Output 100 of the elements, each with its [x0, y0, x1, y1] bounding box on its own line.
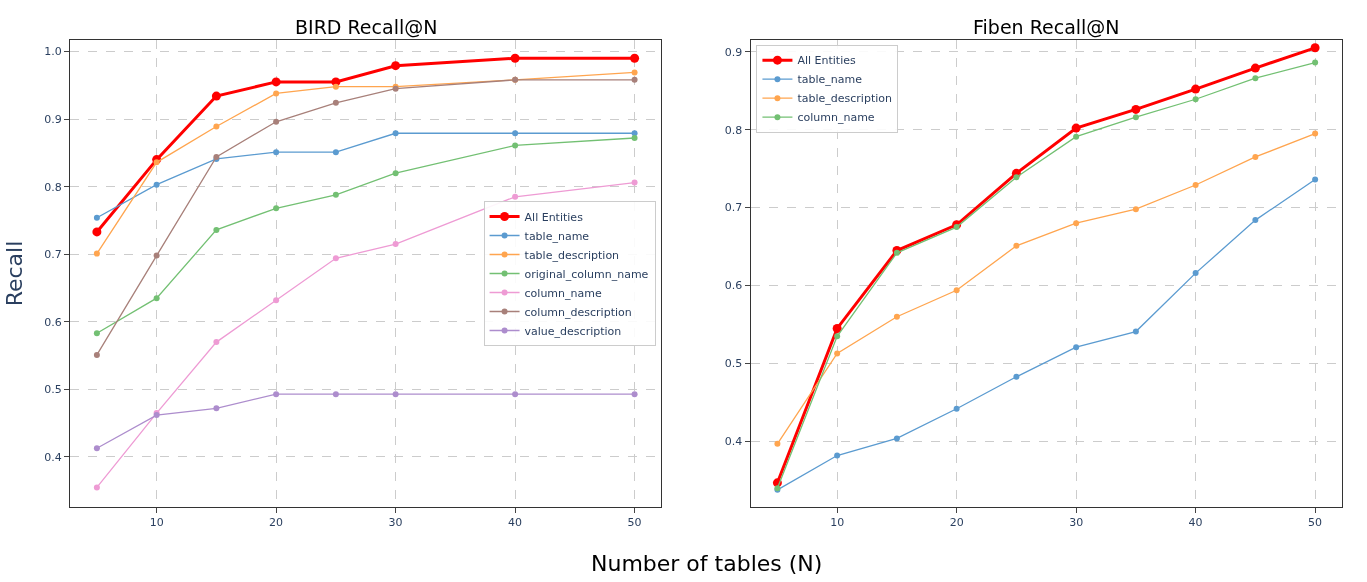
point: [93, 445, 100, 452]
point: [1013, 373, 1020, 380]
point: [834, 350, 841, 357]
point: [1013, 174, 1020, 181]
point: [93, 351, 100, 358]
y-tick-label: 1.0: [44, 45, 62, 59]
point: [893, 435, 900, 442]
legend-label: table_description: [797, 92, 892, 106]
point: [1310, 43, 1320, 53]
point: [512, 193, 519, 200]
point: [953, 405, 960, 412]
chart-title: Fiben Recall@N: [973, 16, 1120, 38]
x-tick-label: 50: [627, 516, 642, 530]
point: [392, 241, 399, 248]
x-axis-title: Number of tables (N): [591, 551, 823, 576]
point: [273, 149, 280, 156]
x-tick-label: 30: [388, 516, 403, 530]
point: [1252, 217, 1259, 224]
point: [631, 76, 638, 83]
point: [93, 250, 100, 257]
y-tick-label: 0.4: [724, 435, 743, 449]
legend-label: column_name: [524, 286, 602, 300]
point: [630, 53, 640, 63]
legend-label: value_description: [524, 324, 622, 338]
x-tick-label: 20: [949, 516, 964, 530]
point: [153, 295, 160, 302]
y-tick-label: 0.6: [724, 279, 743, 293]
point: [1252, 153, 1259, 160]
point: [834, 452, 841, 459]
x-tick-label: 30: [1069, 516, 1084, 530]
point: [273, 90, 280, 97]
point: [271, 77, 281, 87]
y-tick-label: 0.9: [724, 45, 743, 59]
point: [1252, 75, 1259, 82]
point: [834, 333, 841, 340]
point: [1192, 182, 1199, 189]
legend-label: column_name: [797, 111, 875, 125]
point: [1071, 123, 1081, 133]
point: [332, 149, 339, 156]
point: [273, 118, 280, 125]
x-tick-label: 40: [508, 516, 523, 530]
point: [512, 142, 519, 149]
point: [1073, 220, 1080, 227]
point: [92, 227, 102, 237]
point: [332, 83, 339, 90]
point: [1013, 242, 1020, 249]
point: [1073, 133, 1080, 140]
point: [213, 226, 220, 233]
point: [1132, 206, 1139, 213]
point: [1312, 130, 1319, 137]
point: [332, 391, 339, 398]
y-axis-title: Recall: [2, 240, 28, 307]
point: [213, 339, 220, 346]
chart-title: BIRD Recall@N: [295, 16, 438, 38]
point: [392, 170, 399, 177]
y-tick-label: 0.7: [44, 248, 62, 262]
point: [631, 130, 638, 137]
point: [631, 179, 638, 186]
point: [1312, 59, 1319, 66]
point: [332, 99, 339, 106]
legend-label: column_description: [524, 305, 632, 319]
legend-label: table_name: [797, 73, 863, 87]
point: [1131, 104, 1141, 114]
point: [774, 440, 781, 447]
point: [893, 313, 900, 320]
x-tick-label: 40: [1188, 516, 1203, 530]
point: [392, 391, 399, 398]
point: [832, 323, 842, 333]
point: [1312, 176, 1319, 183]
point: [1132, 114, 1139, 121]
point: [1132, 328, 1139, 335]
point: [1192, 96, 1199, 103]
point: [93, 330, 100, 337]
x-tick-label: 50: [1308, 516, 1323, 530]
point: [512, 391, 519, 398]
y-tick-label: 0.5: [44, 383, 62, 397]
legend-label: All Entities: [797, 54, 856, 68]
point: [93, 214, 100, 221]
point: [512, 130, 519, 137]
x-tick-label: 20: [269, 516, 284, 530]
point: [273, 205, 280, 212]
point: [1250, 63, 1260, 73]
y-tick-label: 0.9: [44, 112, 62, 126]
y-tick-label: 0.4: [44, 450, 62, 464]
point: [273, 391, 280, 398]
point: [273, 297, 280, 304]
point: [631, 391, 638, 398]
point: [153, 159, 160, 166]
point: [213, 123, 220, 130]
point: [391, 61, 401, 71]
point: [1192, 270, 1199, 277]
point: [631, 135, 638, 141]
x-tick-label: 10: [149, 516, 164, 530]
y-tick-label: 0.8: [44, 180, 62, 194]
legend-label: All Entities: [524, 210, 584, 224]
legend-label: table_description: [524, 248, 620, 262]
point: [211, 91, 221, 101]
y-tick-label: 0.5: [724, 357, 743, 371]
legend-label: table_name: [524, 229, 590, 243]
point: [953, 287, 960, 294]
